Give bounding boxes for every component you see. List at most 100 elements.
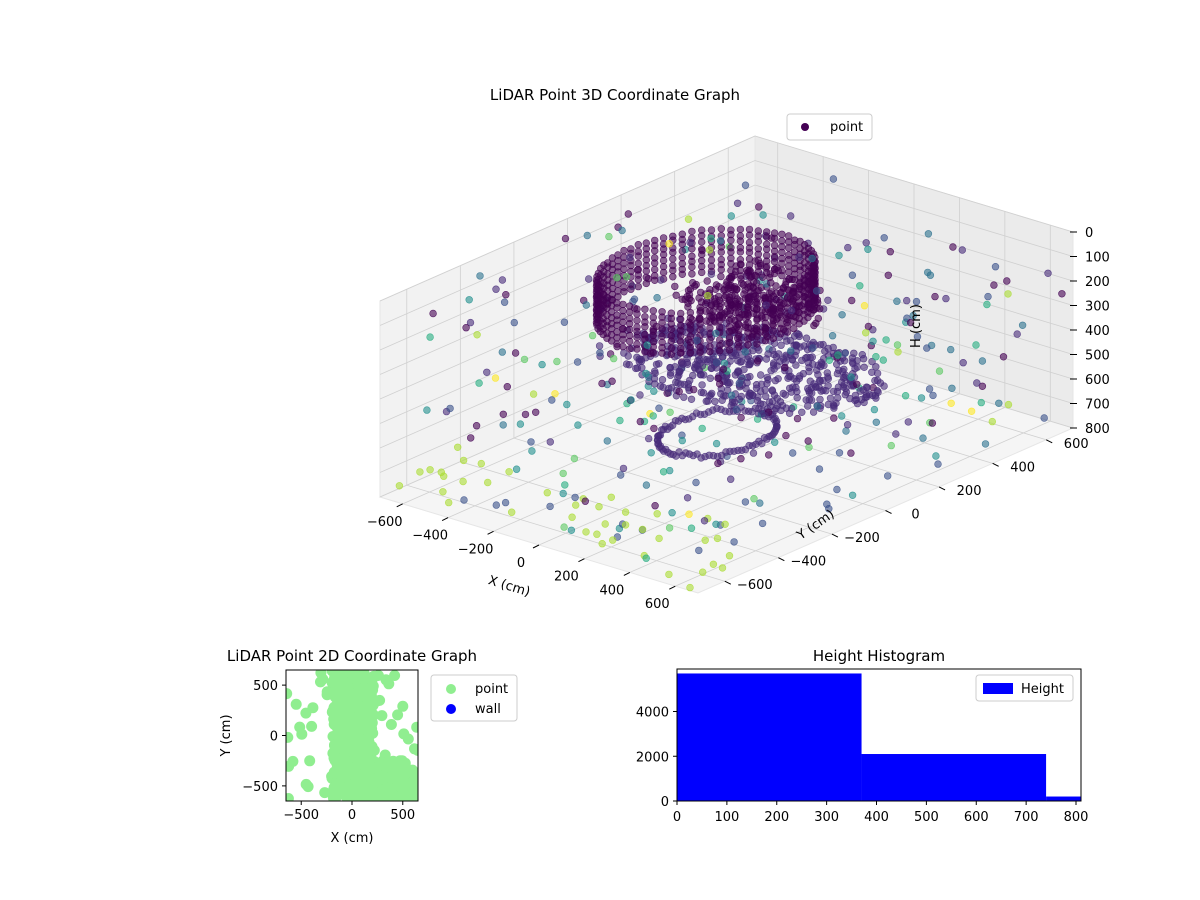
scatter-point (749, 283, 757, 291)
scatter-point (676, 338, 685, 346)
scatter-point (803, 402, 812, 410)
x-tick-label-hist: 200 (764, 810, 789, 825)
x-tick-mark (441, 517, 449, 522)
chart-2d: −500 −500 0 0 500 500 X (cm) Y (cm) LiDAR Point … (219, 647, 518, 846)
scatter-point (649, 319, 657, 327)
scatter-point (561, 234, 570, 243)
scatter-point (884, 271, 892, 279)
x-tick-label-hist: 600 (964, 810, 989, 825)
scatter-point (593, 530, 601, 538)
scatter-point (741, 348, 749, 356)
scatter-point-2d (286, 688, 293, 700)
scatter-point (959, 359, 967, 367)
scatter-point-2d (290, 698, 302, 710)
scatter-point-2d (375, 756, 387, 768)
scatter-point (822, 387, 830, 395)
scatter-point (862, 391, 871, 399)
scatter-point (853, 380, 861, 388)
scatter-point (761, 295, 770, 303)
scatter-point (641, 323, 649, 331)
scatter-point (769, 334, 777, 343)
scatter-point (511, 349, 520, 357)
scatter-point (848, 491, 857, 499)
scatter-point (736, 225, 745, 234)
scatter-point (527, 438, 535, 446)
scatter-point (753, 315, 761, 323)
scatter-point (923, 344, 931, 352)
scatter-point (621, 521, 630, 529)
x-tick-label-hist: 300 (814, 810, 839, 825)
scatter-point (652, 360, 661, 369)
scatter-point (666, 450, 675, 458)
scatter-point (613, 340, 621, 348)
scatter-point (698, 381, 706, 389)
scatter-point (649, 327, 657, 335)
scatter-point (688, 245, 696, 253)
scatter-point (665, 524, 674, 532)
scatter-point (696, 370, 705, 379)
scatter-point (848, 271, 857, 279)
scatter-point (745, 391, 753, 399)
scatter-point-2d (367, 699, 379, 711)
scatter-point (683, 292, 691, 301)
x-tick-label: 600 (645, 597, 670, 612)
scatter-point (741, 498, 750, 506)
scatter-point (917, 394, 926, 402)
scatter-point (625, 308, 634, 316)
scatter-point (754, 237, 762, 246)
scatter-point (735, 343, 743, 351)
scatter-point (627, 285, 635, 293)
scatter-point (783, 285, 792, 294)
scatter-point (753, 340, 761, 348)
scatter-point (675, 387, 683, 396)
x-tick-label: 400 (599, 583, 624, 598)
scatter-point (665, 240, 673, 248)
scatter-point (529, 390, 538, 398)
legend-marker-point-2d (446, 684, 456, 694)
scatter-point (717, 265, 725, 274)
scatter-point (633, 345, 641, 353)
scatter-point (703, 358, 712, 366)
scatter-point (460, 496, 468, 504)
scatter-point (832, 360, 841, 368)
scatter-point (737, 279, 746, 287)
scatter-point (901, 392, 910, 400)
scatter-point (653, 294, 661, 302)
scatter-point (887, 441, 895, 450)
scatter-point (834, 351, 842, 359)
scatter-point (426, 466, 434, 474)
scatter-point (492, 501, 500, 509)
scatter-point (810, 321, 818, 330)
scatter-point (667, 350, 675, 358)
chart-3d: −600 −400 −200 0 200 400 600 −600 −400 −200 0 200 40… (367, 86, 1110, 612)
scatter-point (732, 405, 741, 414)
scatter-point (595, 342, 604, 350)
scatter-point (731, 371, 740, 379)
scatter-point (642, 369, 650, 378)
scatter-point (636, 391, 644, 399)
scatter-point (596, 349, 604, 357)
y-tick-mark (1045, 439, 1053, 444)
scatter-point (521, 410, 530, 419)
scatter-point (760, 412, 769, 420)
scatter-point (476, 272, 484, 280)
scatter-point (697, 268, 706, 277)
x-tick-label-hist: 500 (914, 810, 939, 825)
scatter-point (559, 489, 567, 498)
scatter-point (864, 245, 872, 254)
x-tick-label-2d: 0 (348, 808, 356, 823)
scatter-point (762, 355, 771, 363)
y-tick-label: 600 (1064, 437, 1089, 452)
scatter-point (790, 240, 799, 249)
scatter-point (624, 352, 632, 360)
scatter-point (724, 380, 732, 388)
scatter-point (841, 349, 849, 357)
scatter-point (777, 312, 785, 320)
scatter-point (934, 460, 942, 468)
scatter-point-2d (331, 699, 342, 711)
scatter-point (638, 525, 647, 534)
y-tick-mark (724, 580, 732, 585)
y-tick-label: −400 (790, 555, 826, 570)
scatter-point (753, 298, 761, 306)
scatter-point (830, 414, 838, 422)
